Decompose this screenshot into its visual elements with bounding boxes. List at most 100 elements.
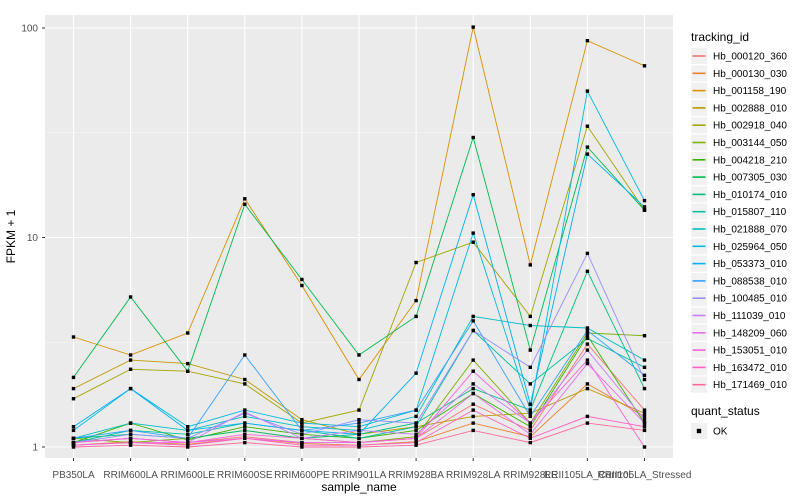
data-point	[300, 428, 304, 433]
data-point	[71, 375, 76, 380]
data-point	[585, 358, 590, 362]
data-point	[528, 414, 532, 419]
data-point	[71, 397, 76, 401]
data-point	[414, 408, 418, 412]
data-point	[471, 319, 475, 323]
data-point	[471, 408, 475, 412]
data-point	[642, 334, 647, 338]
data-point	[528, 382, 532, 386]
data-point	[414, 314, 418, 319]
data-point	[642, 373, 647, 377]
data-point	[186, 440, 190, 445]
legend-label-Hb_002918_040: Hb_002918_040	[713, 121, 787, 132]
data-point	[243, 382, 247, 386]
x-tick-label: PB350LA	[52, 470, 95, 481]
legend-label-Hb_088538_010: Hb_088538_010	[713, 276, 787, 287]
data-point	[357, 377, 361, 382]
data-point	[71, 445, 76, 449]
x-tick-label: RRIM928LA	[446, 470, 501, 481]
data-point	[528, 314, 532, 319]
data-point	[71, 428, 76, 433]
data-point	[243, 440, 247, 445]
data-point	[642, 408, 647, 412]
data-point	[414, 414, 418, 419]
data-point	[642, 64, 647, 68]
legend-label-Hb_007305_030: Hb_007305_030	[713, 173, 787, 184]
data-point	[585, 421, 590, 425]
data-point	[414, 432, 418, 436]
x-tick-label: RRIM600PE	[274, 470, 330, 481]
data-point	[71, 440, 76, 445]
legend-label-Hb_010174_010: Hb_010174_010	[713, 190, 787, 201]
data-point	[585, 342, 590, 346]
data-point	[357, 353, 361, 357]
x-tick-label: RRII105LA_Stressed	[597, 470, 691, 481]
data-point	[528, 411, 532, 415]
data-point	[471, 428, 475, 433]
data-point	[528, 440, 532, 445]
data-point	[642, 365, 647, 369]
data-point	[243, 197, 247, 201]
data-point	[528, 365, 532, 369]
quant-legend-title: quant_status	[691, 404, 760, 418]
data-point	[642, 386, 647, 391]
data-point	[300, 432, 304, 436]
data-point	[585, 251, 590, 256]
data-point	[414, 436, 418, 440]
legend-label-Hb_100485_010: Hb_100485_010	[713, 294, 787, 305]
data-point	[528, 402, 532, 406]
data-point	[528, 263, 532, 267]
data-point	[471, 386, 475, 391]
data-point	[585, 334, 590, 338]
data-point	[642, 208, 647, 212]
legend-label-Hb_003144_050: Hb_003144_050	[713, 138, 787, 149]
x-tick-label: RRIM600LA	[103, 470, 158, 481]
data-point	[357, 408, 361, 412]
data-point	[528, 425, 532, 429]
data-point	[585, 124, 590, 128]
data-point	[71, 443, 76, 447]
data-point	[128, 353, 133, 357]
data-point	[642, 425, 647, 429]
data-point	[528, 428, 532, 433]
data-point	[471, 421, 475, 425]
data-point	[357, 445, 361, 449]
x-tick-label: RRIM901LA	[332, 470, 387, 481]
data-point	[357, 428, 361, 433]
data-point	[642, 358, 647, 362]
data-point	[71, 425, 76, 429]
data-point	[528, 408, 532, 412]
data-point	[186, 361, 190, 366]
data-point	[642, 205, 647, 209]
data-point	[71, 436, 76, 440]
data-point	[471, 369, 475, 373]
data-point	[471, 193, 475, 197]
x-tick-label: RRII105LA_Control	[544, 470, 631, 481]
data-point	[414, 443, 418, 447]
data-point	[128, 443, 133, 447]
data-point	[243, 436, 247, 440]
x-tick-label: RRIM928LE	[503, 470, 558, 481]
data-point	[357, 418, 361, 422]
data-point	[414, 298, 418, 303]
data-point	[186, 425, 190, 429]
data-point	[128, 295, 133, 299]
data-point	[128, 386, 133, 391]
y-tick-label: 1	[32, 443, 38, 454]
data-point	[186, 331, 190, 335]
data-point	[642, 428, 647, 433]
data-point	[243, 425, 247, 429]
data-point	[300, 425, 304, 429]
data-point	[300, 436, 304, 440]
legend-label-Hb_153051_010: Hb_153051_010	[713, 346, 787, 357]
data-point	[414, 260, 418, 265]
data-point	[128, 421, 133, 425]
data-point	[471, 328, 475, 333]
legend-label-Hb_001158_190: Hb_001158_190	[713, 86, 787, 97]
data-point	[585, 145, 590, 149]
x-tick-label: RRIM600LE	[160, 470, 215, 481]
data-point	[585, 39, 590, 43]
legend-label-Hb_148209_060: Hb_148209_060	[713, 328, 787, 339]
data-point	[471, 231, 475, 235]
